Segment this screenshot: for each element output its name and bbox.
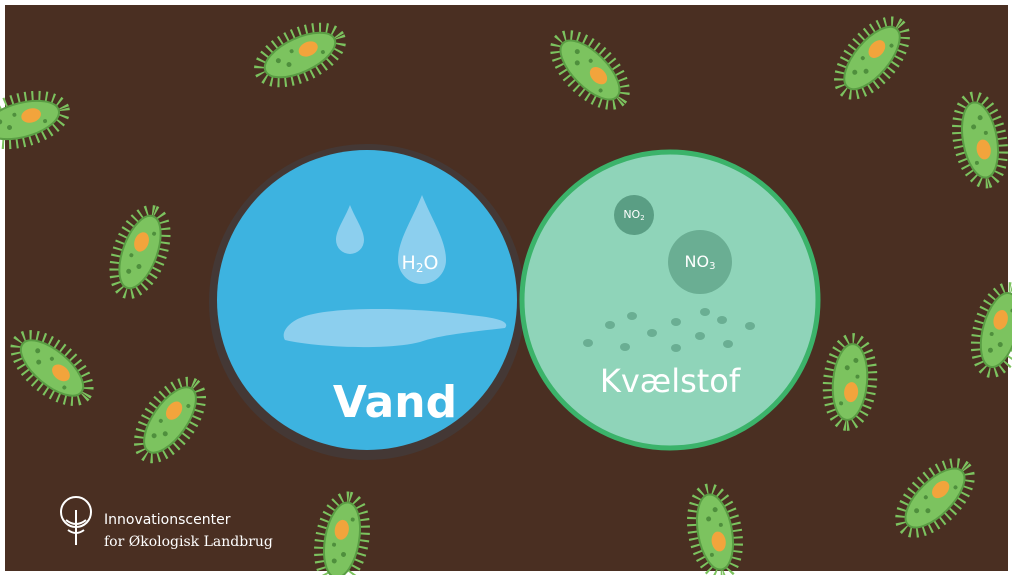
scene: H2O Vand NO2 NO3 Kvælstof Innovationscen… <box>0 0 1012 575</box>
logo-line2: for Økologisk Landbrug <box>104 534 273 550</box>
nitrogen-circle: NO2 NO3 Kvælstof <box>522 152 818 448</box>
nitrogen-label: Kvælstof <box>600 362 741 400</box>
water-circle: H2O Vand <box>209 144 525 460</box>
logo-line1: Innovationscenter <box>104 512 231 528</box>
water-label: Vand <box>333 377 457 428</box>
